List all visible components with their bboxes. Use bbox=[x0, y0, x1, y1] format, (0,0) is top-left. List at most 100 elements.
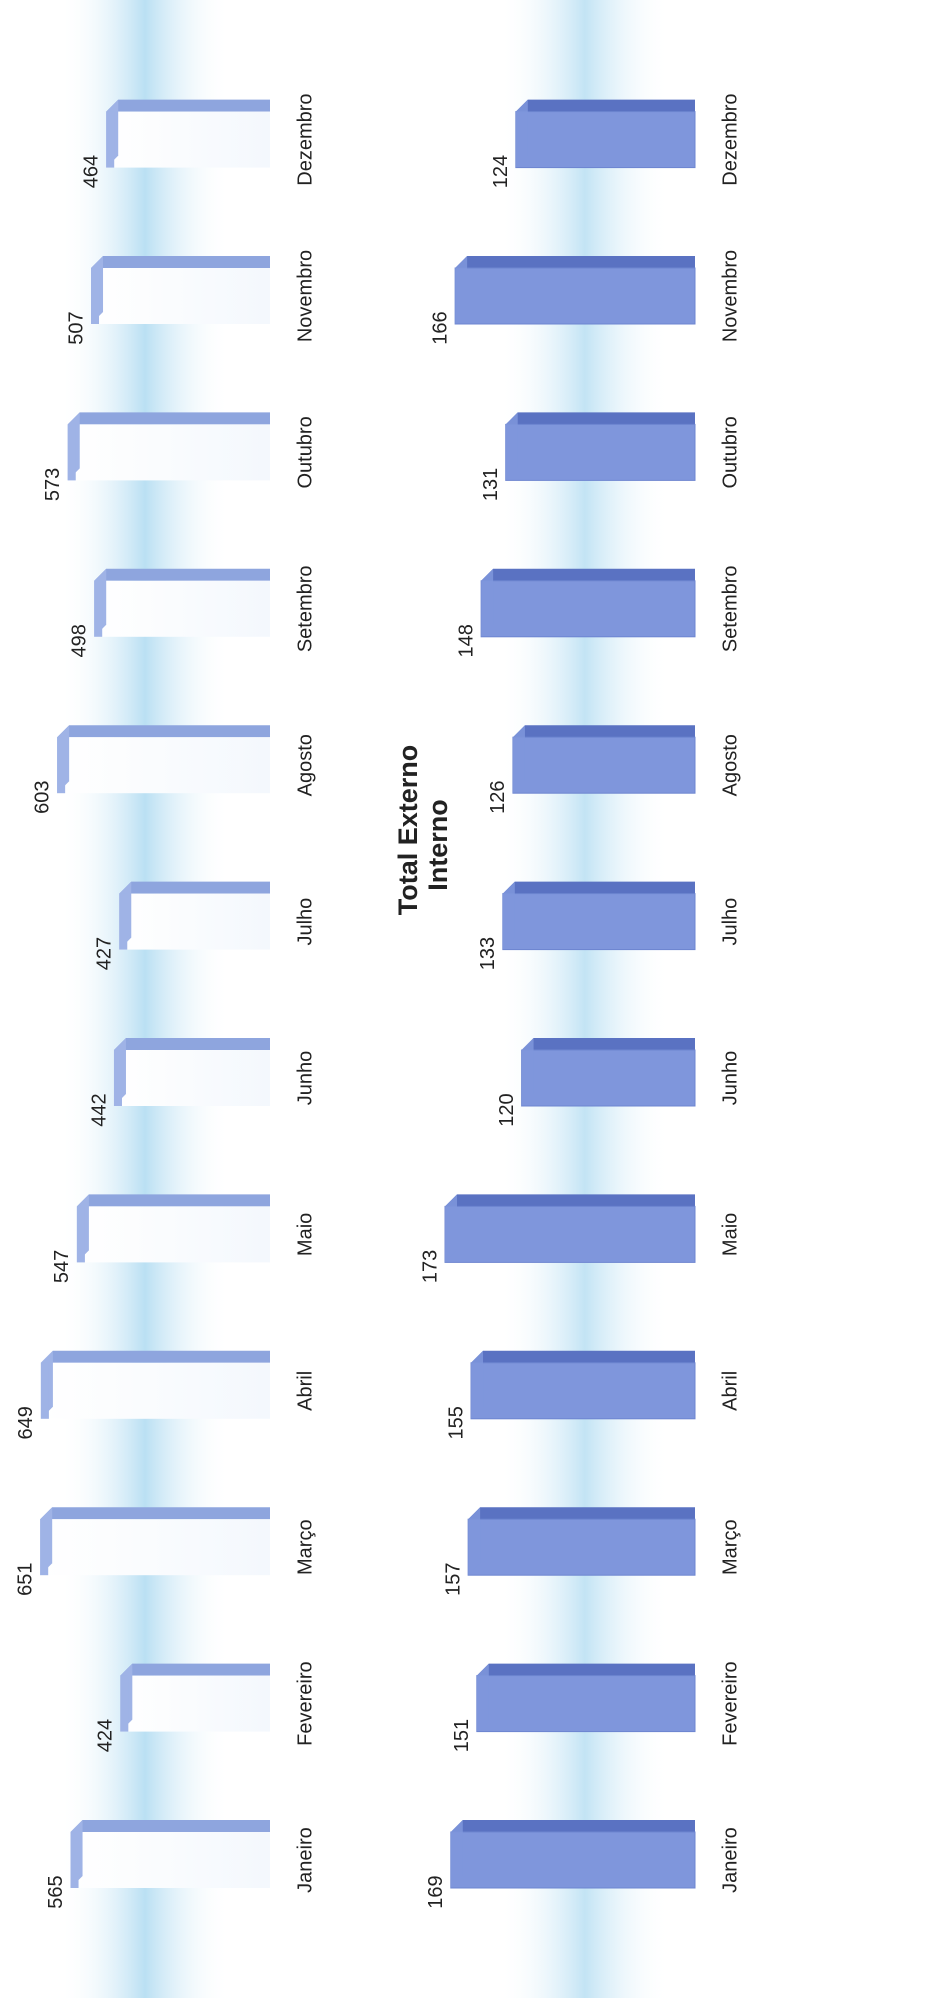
bar-side bbox=[120, 1663, 270, 1676]
bar-side bbox=[91, 256, 270, 268]
bar bbox=[91, 268, 270, 324]
bar-side bbox=[512, 725, 695, 738]
x-tick-label: Novembro bbox=[294, 250, 316, 342]
bar-cap bbox=[106, 111, 115, 168]
chart-title: Interno bbox=[423, 799, 453, 891]
x-tick-label: Julho bbox=[294, 898, 316, 946]
bar bbox=[94, 580, 271, 637]
bar-cap bbox=[113, 1050, 122, 1106]
bar bbox=[57, 737, 270, 794]
x-tick-label: Janeiro bbox=[719, 1827, 741, 1893]
bar-top bbox=[450, 1820, 463, 1888]
x-tick-label: Maio bbox=[719, 1213, 741, 1256]
bar-side bbox=[94, 568, 270, 581]
bar bbox=[476, 1675, 696, 1733]
bar-top bbox=[468, 1507, 481, 1576]
x-tick-label: Abril bbox=[719, 1371, 741, 1411]
bar-cap bbox=[67, 424, 76, 481]
bar-top bbox=[512, 725, 525, 794]
x-tick-label: Abril bbox=[294, 1371, 316, 1411]
value-label: 169 bbox=[425, 1875, 447, 1908]
value-label: 442 bbox=[88, 1093, 110, 1126]
x-tick-label: Dezembro bbox=[719, 93, 741, 185]
x-tick-label: Março bbox=[294, 1519, 316, 1575]
bar bbox=[470, 1362, 696, 1420]
bar-cap bbox=[76, 1206, 85, 1263]
bar bbox=[521, 1049, 696, 1107]
value-label: 649 bbox=[15, 1406, 37, 1439]
value-label: 157 bbox=[442, 1563, 464, 1596]
bar bbox=[120, 1675, 270, 1732]
bar bbox=[467, 1518, 696, 1576]
bar-top bbox=[502, 881, 515, 950]
bar-cap bbox=[57, 737, 66, 794]
bar-side bbox=[502, 881, 695, 894]
x-tick-label: Junho bbox=[294, 1051, 316, 1106]
bar bbox=[502, 893, 696, 951]
value-label: 166 bbox=[429, 311, 451, 344]
bar-side bbox=[450, 1820, 695, 1832]
rotated-content: Total Externo Interno 565 Janeiro 424 Fever… bbox=[14, 93, 741, 1908]
bar-side bbox=[471, 1350, 695, 1363]
bar-side bbox=[445, 1194, 695, 1207]
bar-top bbox=[521, 1038, 534, 1106]
x-tick-label: Maio bbox=[294, 1213, 316, 1256]
value-label: 131 bbox=[480, 468, 502, 501]
value-label: 173 bbox=[419, 1250, 441, 1283]
bar bbox=[512, 736, 696, 794]
bar-side bbox=[40, 1350, 270, 1363]
bar bbox=[454, 267, 696, 325]
value-label: 151 bbox=[451, 1719, 473, 1752]
bar-cap bbox=[120, 1675, 129, 1732]
bar-side bbox=[70, 1820, 270, 1832]
value-label: 148 bbox=[455, 624, 477, 657]
bar bbox=[505, 423, 696, 481]
bar-top bbox=[445, 1194, 458, 1263]
x-tick-label: Fevereiro bbox=[294, 1661, 316, 1745]
bar-side bbox=[76, 1194, 270, 1207]
bar-cap bbox=[40, 1362, 49, 1419]
value-label: 124 bbox=[490, 155, 512, 188]
bar-side bbox=[119, 881, 270, 894]
bar bbox=[119, 893, 270, 950]
bar bbox=[515, 111, 696, 169]
bar bbox=[40, 1519, 270, 1576]
value-label: 651 bbox=[14, 1563, 36, 1596]
value-label: 464 bbox=[80, 155, 102, 188]
bar-side bbox=[113, 1038, 270, 1050]
bar bbox=[40, 1362, 270, 1419]
value-label: 507 bbox=[65, 311, 87, 344]
bar-cap bbox=[94, 580, 103, 637]
x-tick-label: Agosto bbox=[294, 734, 316, 796]
bar-top bbox=[455, 256, 468, 324]
bar bbox=[76, 1206, 270, 1263]
value-label: 603 bbox=[31, 781, 53, 814]
bar-side bbox=[455, 256, 695, 268]
bar bbox=[450, 1831, 696, 1889]
bar-top bbox=[515, 99, 528, 168]
bar-side bbox=[515, 99, 695, 112]
x-tick-label: Junho bbox=[719, 1051, 741, 1106]
value-label: 498 bbox=[68, 624, 90, 657]
bar-cap bbox=[119, 893, 128, 950]
x-tick-label: Julho bbox=[719, 898, 741, 946]
bar-side bbox=[468, 1507, 695, 1520]
x-tick-label: Fevereiro bbox=[719, 1661, 741, 1745]
x-tick-label: Setembro bbox=[719, 565, 741, 652]
x-tick-label: Novembro bbox=[719, 250, 741, 342]
bar-side bbox=[505, 412, 695, 425]
value-label: 126 bbox=[487, 781, 509, 814]
value-label: 120 bbox=[496, 1093, 518, 1126]
bar-top bbox=[505, 412, 518, 481]
x-tick-label: Agosto bbox=[719, 734, 741, 796]
bar-cap bbox=[40, 1519, 49, 1576]
bar bbox=[106, 111, 271, 168]
bar bbox=[444, 1205, 696, 1263]
bar-side bbox=[40, 1507, 270, 1520]
value-label: 155 bbox=[445, 1406, 467, 1439]
value-label: 547 bbox=[51, 1250, 73, 1283]
x-tick-label: Dezembro bbox=[294, 93, 316, 185]
bar-side bbox=[481, 568, 695, 581]
